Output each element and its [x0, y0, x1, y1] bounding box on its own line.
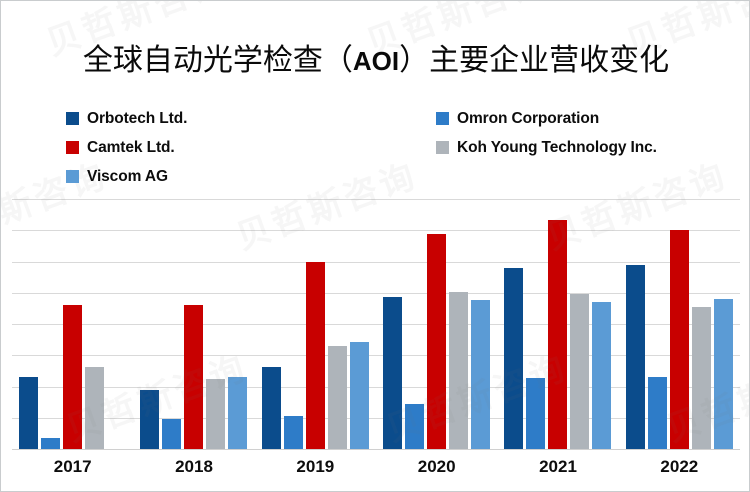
bar-group — [497, 199, 618, 449]
legend-label: Camtek Ltd. — [87, 138, 175, 156]
gridline — [12, 293, 740, 294]
bar[interactable] — [383, 296, 403, 449]
bar-group — [12, 199, 133, 449]
chart-title: 全球自动光学检查（AOI）主要企业营收变化 — [1, 35, 749, 79]
bar[interactable] — [327, 345, 347, 449]
bar[interactable] — [283, 415, 303, 449]
legend-label: Omron Corporation — [457, 109, 600, 127]
chart-title-acronym: AOI — [352, 46, 400, 76]
x-axis-labels: 2017 2018 2019 2020 2021 2022 — [12, 457, 740, 485]
bar[interactable] — [427, 234, 447, 449]
bar[interactable] — [184, 305, 204, 449]
legend-item[interactable]: Omron Corporation — [436, 104, 706, 133]
bar[interactable] — [669, 230, 689, 449]
bar[interactable] — [261, 367, 281, 449]
x-axis-line — [12, 449, 740, 450]
gridline — [12, 230, 740, 231]
chart-title-prefix: 全球自动光学检查（ — [82, 43, 353, 78]
gridline — [12, 418, 740, 419]
bar[interactable] — [349, 342, 369, 449]
bar[interactable] — [140, 390, 160, 449]
chart-legend: Orbotech Ltd. Omron Corporation Camtek Ltd… — [66, 104, 706, 191]
legend-label: Koh Young Technology Inc. — [457, 138, 657, 156]
bar[interactable] — [548, 219, 568, 449]
bar[interactable] — [449, 292, 469, 449]
bar[interactable] — [41, 438, 61, 449]
legend-item[interactable]: Orbotech Ltd. — [66, 104, 436, 133]
legend-label: Orbotech Ltd. — [87, 109, 188, 127]
bar[interactable] — [504, 267, 524, 449]
legend-item[interactable]: Camtek Ltd. — [66, 133, 436, 162]
legend-item[interactable]: Viscom AG — [66, 162, 436, 191]
bar[interactable] — [19, 376, 39, 449]
bar[interactable] — [305, 262, 325, 449]
legend-swatch-icon — [66, 170, 79, 183]
bar[interactable] — [592, 302, 612, 449]
bar[interactable] — [228, 377, 248, 449]
x-axis-tick-label: 2018 — [175, 457, 213, 476]
x-axis-tick-label: 2020 — [417, 457, 456, 476]
x-axis-tick-label: 2021 — [539, 457, 577, 476]
bar-group — [619, 199, 740, 449]
gridline — [12, 355, 740, 356]
legend-item[interactable]: Koh Young Technology Inc. — [436, 133, 706, 162]
bar-group — [255, 199, 376, 449]
gridline — [12, 324, 740, 325]
bar[interactable] — [63, 305, 83, 449]
x-axis-tick-label: 2017 — [53, 457, 92, 476]
plot-area — [12, 199, 740, 450]
bar[interactable] — [405, 404, 425, 449]
legend-swatch-icon — [436, 112, 449, 125]
bar[interactable] — [85, 367, 105, 449]
legend-swatch-icon — [66, 112, 79, 125]
bar[interactable] — [471, 300, 491, 449]
bar[interactable] — [691, 307, 711, 449]
bar-group — [376, 199, 497, 449]
bar[interactable] — [713, 299, 733, 449]
gridline — [12, 199, 740, 200]
gridline — [12, 387, 740, 388]
x-axis-tick-label: 2022 — [660, 457, 699, 476]
x-axis-tick-label: 2019 — [296, 457, 335, 476]
bar[interactable] — [526, 377, 546, 449]
gridline — [12, 262, 740, 263]
bar-group — [133, 199, 254, 449]
bar[interactable] — [206, 379, 226, 449]
chart-title-suffix: ）主要企业营收变化 — [399, 43, 670, 78]
bar[interactable] — [647, 377, 667, 449]
legend-label: Viscom AG — [87, 167, 168, 185]
bar[interactable] — [625, 264, 645, 449]
legend-swatch-icon — [66, 141, 79, 154]
legend-swatch-icon — [436, 141, 449, 154]
bar[interactable] — [570, 294, 590, 449]
bar[interactable] — [162, 419, 182, 449]
